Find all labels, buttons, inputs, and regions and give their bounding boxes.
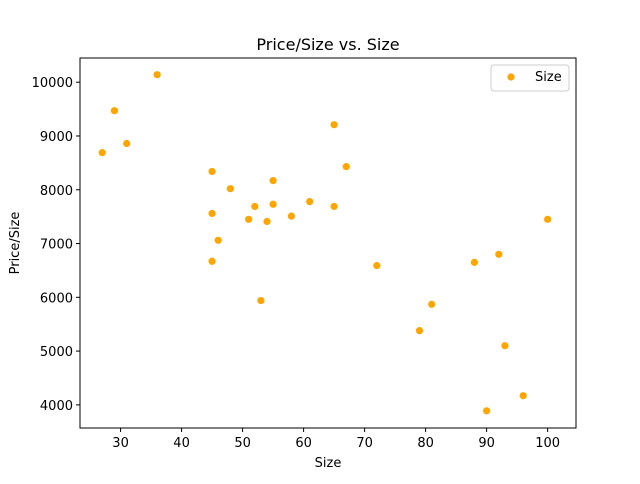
- legend-marker: [507, 73, 515, 81]
- data-point: [269, 177, 277, 185]
- y-tick-label: 10000: [32, 76, 73, 91]
- data-point: [342, 163, 350, 171]
- plot-area: [98, 71, 552, 415]
- data-point: [251, 202, 259, 211]
- x-tick-label: 100: [535, 436, 560, 451]
- data-point: [245, 215, 253, 223]
- x-axis-label: Size: [315, 456, 342, 471]
- x-tick-label: 70: [356, 436, 373, 451]
- x-tick-label: 30: [112, 436, 129, 451]
- data-point: [153, 71, 161, 79]
- data-point: [428, 300, 436, 308]
- x-tick-label: 50: [234, 436, 251, 451]
- x-tick-label: 90: [478, 436, 495, 451]
- data-point: [415, 327, 424, 335]
- y-tick-label: 6000: [40, 291, 73, 306]
- data-point: [214, 236, 222, 244]
- data-point: [306, 197, 314, 206]
- data-point: [287, 212, 295, 220]
- data-point: [123, 139, 131, 148]
- data-point: [208, 209, 216, 218]
- data-point: [519, 392, 527, 400]
- legend: Size: [490, 64, 570, 92]
- y-tick-label: 9000: [40, 130, 73, 145]
- x-axis-ticks: 30 40 50 60 70 80 90 100: [112, 428, 560, 451]
- x-tick-label: 80: [417, 436, 434, 451]
- data-point: [330, 202, 338, 211]
- data-point: [373, 261, 381, 270]
- data-point: [208, 257, 216, 265]
- legend-label: Size: [535, 70, 562, 85]
- data-point: [483, 407, 491, 415]
- data-point: [110, 107, 119, 115]
- data-point: [330, 121, 338, 129]
- data-point: [495, 250, 503, 258]
- data-point: [470, 258, 479, 266]
- y-tick-label: 4000: [40, 399, 73, 414]
- data-point: [263, 217, 271, 226]
- legend-box: [490, 64, 570, 92]
- axes-frame: [79, 57, 577, 429]
- data-point: [544, 215, 552, 223]
- data-point: [226, 185, 234, 193]
- data-point: [208, 167, 216, 176]
- y-tick-label: 7000: [40, 238, 73, 253]
- x-tick-label: 60: [295, 436, 312, 451]
- chart-title: Price/Size vs. Size: [256, 35, 399, 54]
- y-axis-label: Price/Size: [8, 212, 23, 275]
- data-point: [257, 296, 265, 305]
- y-axis-ticks: 4000 5000 6000 7000 8000 9000 10000: [32, 76, 80, 414]
- y-tick-label: 8000: [40, 184, 73, 199]
- data-point: [269, 200, 277, 208]
- data-point: [98, 149, 106, 157]
- y-tick-label: 5000: [40, 345, 73, 360]
- data-point: [501, 342, 509, 350]
- x-tick-label: 40: [173, 436, 190, 451]
